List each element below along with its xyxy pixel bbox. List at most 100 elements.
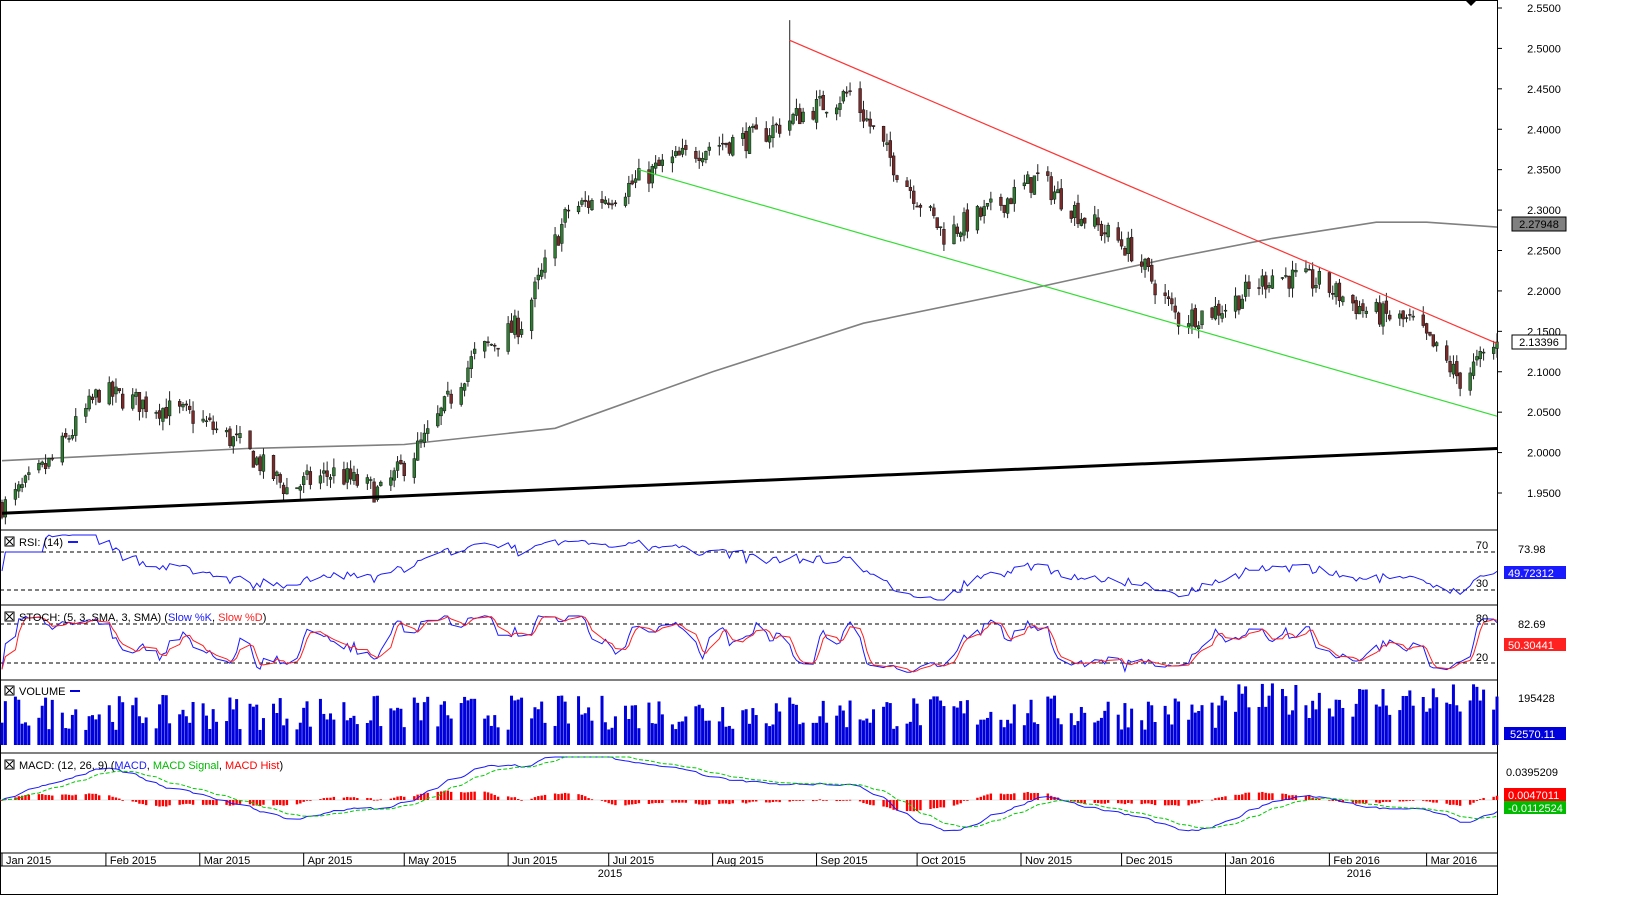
volume-bar xyxy=(191,702,195,745)
volume-bar xyxy=(201,703,205,745)
macd-hist-bar xyxy=(1287,795,1291,800)
candle-body xyxy=(23,475,28,483)
volume-bar xyxy=(282,725,286,745)
macd-hist-bar xyxy=(44,794,47,800)
candle-body xyxy=(1495,341,1499,349)
sma200-line xyxy=(1,221,1498,462)
candle-body xyxy=(1153,283,1157,296)
candle-body xyxy=(281,484,286,495)
candle-body xyxy=(1307,268,1311,271)
macd-hist-bar xyxy=(1150,800,1153,805)
candle-body xyxy=(865,118,869,121)
macd-hist-bar xyxy=(624,800,627,806)
macd-hist-bar xyxy=(674,800,677,803)
volume-bar xyxy=(543,722,547,745)
macd-header: MACD: (12, 26, 9) (MACD, MACD Signal, MA… xyxy=(4,759,1566,815)
volume-bar xyxy=(741,710,745,745)
candle-body xyxy=(1126,237,1130,254)
volume-bar xyxy=(1197,711,1201,745)
volume-bar xyxy=(694,706,698,745)
volume-bar xyxy=(748,723,751,745)
macd-hist-bar xyxy=(0,800,4,801)
volume-bar xyxy=(975,724,979,745)
volume-bar xyxy=(94,719,98,745)
macd-hist-bar xyxy=(134,800,138,802)
macd-hist-bar xyxy=(919,800,922,811)
volume-bar xyxy=(3,701,7,745)
x-tick-label: Mar 2016 xyxy=(1431,855,1477,867)
candle-body xyxy=(1079,218,1084,226)
macd-hist-bar xyxy=(1224,796,1227,800)
candle-body xyxy=(657,159,661,166)
candle-body xyxy=(355,474,359,486)
volume-bar xyxy=(67,728,71,745)
candle-body xyxy=(94,389,98,398)
macd-hist-bar xyxy=(1103,800,1107,804)
macd-hist-bar xyxy=(309,800,312,801)
candle-body xyxy=(466,367,470,382)
macd-hist-bar xyxy=(681,800,684,803)
volume-bar xyxy=(416,702,420,745)
x-tick-label: Feb 2016 xyxy=(1333,855,1379,867)
candle-body xyxy=(70,435,75,439)
volume-bar xyxy=(677,721,681,745)
price-tick-label: 2.3500 xyxy=(1527,165,1561,177)
macd-hist-bar xyxy=(587,798,590,800)
volume-bar xyxy=(375,695,379,745)
macd-hist-bar xyxy=(630,800,634,805)
macd-hist-bar xyxy=(701,800,704,805)
candle-body xyxy=(1364,310,1368,314)
sma200-box xyxy=(1511,216,1567,232)
volume-bar xyxy=(261,718,265,745)
macd-hist-bar xyxy=(604,800,607,802)
volume-bar xyxy=(1311,700,1315,745)
macd-hist-bar xyxy=(131,800,134,802)
price-tick-label: 2.5000 xyxy=(1527,43,1561,55)
trendline-long-term xyxy=(1,447,1498,515)
candle-body xyxy=(1170,298,1174,305)
macd-hist-bar xyxy=(191,800,195,805)
candle-body xyxy=(1264,275,1268,290)
macd-hist-bar xyxy=(1117,800,1120,804)
volume-bar xyxy=(1153,721,1157,745)
macd-hist-bar xyxy=(275,800,279,805)
candle-body xyxy=(774,123,778,126)
candle-body xyxy=(915,205,919,208)
candle-body xyxy=(1173,305,1177,313)
volume-bar xyxy=(328,713,332,745)
macd-hist-bar xyxy=(1432,800,1435,803)
candle-body xyxy=(1334,283,1338,298)
macd-hist-bar xyxy=(486,792,490,800)
volume-bar xyxy=(774,703,778,745)
volume-bar xyxy=(121,702,125,745)
volume-bar xyxy=(1143,729,1147,745)
macd-hist-bar xyxy=(835,800,838,802)
volume-bar xyxy=(1140,720,1144,745)
macd-hist-bar xyxy=(798,800,801,801)
volume-bar xyxy=(285,718,289,745)
macd-hist-bar xyxy=(982,795,986,800)
volume-bar xyxy=(272,703,276,745)
candle-body xyxy=(908,186,913,191)
macd-hist-bar xyxy=(325,797,329,800)
macd-hist-bar xyxy=(91,793,94,800)
macd-hist-bar xyxy=(84,794,88,800)
macd-hist-bar xyxy=(299,800,302,804)
macd-hist-bar xyxy=(1096,800,1100,804)
macd-hist-bar xyxy=(942,800,946,808)
x-tick-label: Aug 2015 xyxy=(717,855,764,867)
macd-hist-bar xyxy=(439,791,443,800)
candle-body xyxy=(600,199,604,203)
volume-bar xyxy=(650,723,654,745)
volume-bar xyxy=(1314,709,1318,745)
candle-body xyxy=(1197,325,1201,330)
candle-body xyxy=(375,486,380,500)
stoch-scale-label: 82.69 xyxy=(1518,619,1546,631)
volume-bar xyxy=(892,728,896,745)
macd-hist-bar xyxy=(815,800,818,801)
scroll-marker-icon[interactable] xyxy=(1465,0,1477,6)
macd-hist-bar xyxy=(138,800,141,804)
macd-hist-bar xyxy=(185,800,188,804)
candle-body xyxy=(134,391,138,397)
